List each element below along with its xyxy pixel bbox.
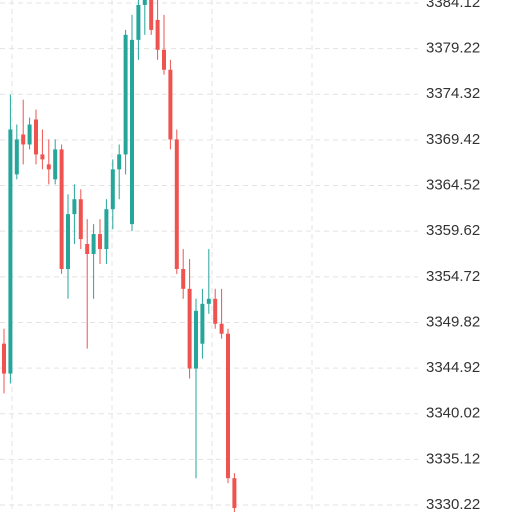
candle-body — [130, 39, 134, 225]
candle-body — [194, 310, 198, 369]
time-grid — [11, 0, 313, 512]
y-tick-label: 3349.82 — [426, 313, 480, 330]
y-tick-label: 3340.02 — [426, 405, 480, 422]
candle-body — [14, 139, 19, 175]
y-tick-label: 3344.92 — [426, 359, 480, 376]
y-tick-label: 3364.52 — [426, 177, 480, 194]
candle-body — [213, 298, 218, 324]
candle-body — [226, 333, 230, 479]
candle-body — [136, 4, 141, 40]
candle-body — [40, 154, 45, 160]
candle-body — [59, 149, 64, 269]
candle-body — [187, 288, 192, 369]
candle-body — [181, 268, 186, 289]
y-tick-label: 3384.12 — [426, 0, 480, 11]
candle-body — [34, 119, 38, 155]
candle-body — [232, 478, 237, 508]
candle-body — [2, 343, 6, 374]
candle-body — [91, 234, 96, 254]
candle-body — [66, 214, 70, 269]
candle-body — [174, 139, 179, 269]
candle-body — [72, 199, 77, 215]
candle-body — [123, 34, 128, 155]
candle-body — [78, 199, 83, 240]
y-tick-label: 3335.12 — [426, 450, 480, 467]
candle-body — [85, 244, 90, 254]
candle-body — [110, 169, 115, 210]
y-tick-label: 3369.42 — [426, 131, 480, 148]
candle-body — [168, 69, 173, 140]
y-tick-label: 3330.22 — [426, 496, 480, 512]
candle-body — [21, 134, 26, 145]
candle-body — [219, 323, 224, 334]
candle-body — [206, 298, 211, 304]
y-tick-label: 3374.32 — [426, 85, 480, 102]
candle-body — [98, 234, 102, 250]
candle-body — [149, 0, 154, 30]
candle-body — [104, 209, 109, 250]
y-tick-label: 3359.62 — [426, 222, 480, 239]
y-tick-label: 3379.22 — [426, 40, 480, 57]
candle-body — [117, 154, 122, 170]
candle-body — [8, 129, 13, 374]
candle-body — [155, 19, 160, 50]
candle-body — [162, 49, 166, 70]
y-tick-label: 3354.72 — [426, 268, 480, 285]
candle-body — [200, 303, 205, 344]
candle-body — [142, 0, 147, 5]
candle-body — [53, 149, 58, 180]
candle-body — [27, 124, 32, 145]
candle-body — [46, 164, 51, 170]
